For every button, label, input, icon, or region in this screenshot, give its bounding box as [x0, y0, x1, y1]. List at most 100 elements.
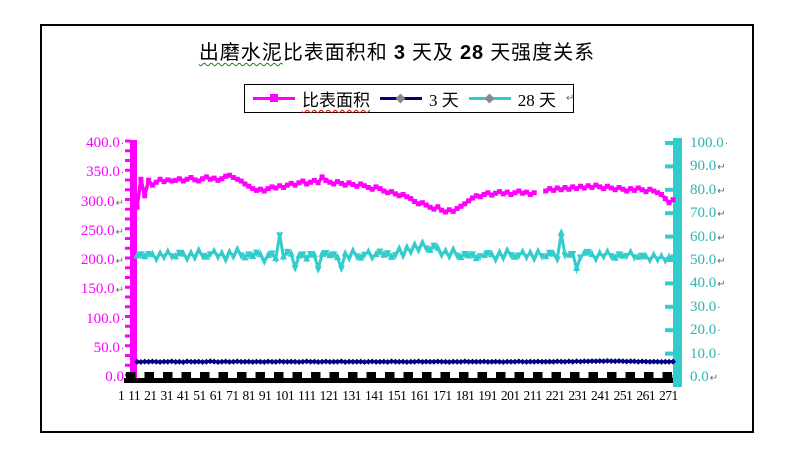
- paragraph-return-mark: ↵: [115, 226, 124, 238]
- right-axis-tick: [665, 304, 673, 309]
- x-axis-tick-tooth: [644, 372, 654, 378]
- right-axis-tick: [665, 211, 673, 216]
- x-tick-label: 131: [342, 388, 362, 403]
- x-axis-tick-tooth: [625, 372, 635, 378]
- x-axis-tick-tooth: [237, 372, 247, 378]
- x-axis-tick-tooth: [311, 372, 321, 378]
- series-markers-0: [134, 172, 676, 215]
- legend-label: 28 天: [517, 91, 556, 110]
- x-tick-label: 191: [478, 388, 497, 403]
- axis-tick-label: 300.0↵: [80, 193, 124, 210]
- x-axis-tick-tooth: [422, 372, 432, 378]
- x-axis-tick-tooth: [181, 372, 191, 378]
- left-axis-tick: [125, 237, 131, 240]
- x-axis-tick-tooth: [459, 372, 469, 378]
- legend-label: 3 天: [429, 91, 459, 110]
- x-tick-label: 161: [410, 388, 429, 403]
- left-axis-tick: [125, 159, 131, 162]
- x-axis-tick-tooth: [144, 372, 154, 378]
- x-axis-tick-tooth: [385, 372, 395, 378]
- x-tick-label: 91: [258, 388, 272, 403]
- x-tick-label: 71: [226, 388, 239, 403]
- left-axis-tick: [125, 354, 131, 357]
- x-axis-tick-tooth: [403, 372, 413, 378]
- axis-tick-label: 60.0↵: [690, 228, 726, 245]
- paragraph-return-mark: ↵: [717, 256, 726, 267]
- legend-label: 比表面积: [302, 91, 370, 110]
- left-axis-tick: [125, 295, 131, 299]
- chart-title-part: 比表面积和: [282, 42, 394, 64]
- x-tick-label: 221: [545, 388, 565, 403]
- right-axis-tick: [665, 281, 673, 286]
- right-axis-tick: [665, 328, 673, 333]
- left-axis-tick: [125, 246, 131, 250]
- axis-tick-label: 50.0↵: [690, 252, 726, 268]
- left-axis-tick: [125, 227, 131, 231]
- left-axis-tick: [125, 324, 131, 328]
- paragraph-return-mark: ·: [120, 168, 124, 180]
- left-axis-tick: [125, 217, 131, 221]
- left-axis-tick: [125, 198, 131, 201]
- right-axis-tick: [665, 187, 673, 192]
- x-axis-tick-tooth: [551, 372, 561, 378]
- paragraph-return-mark: ↵: [717, 279, 726, 291]
- x-axis-tick-tooth: [607, 372, 617, 378]
- paragraph-return-mark: ·: [717, 326, 721, 338]
- left-axis-tick: [125, 256, 131, 260]
- chart-title-part: 出磨水泥: [198, 42, 283, 64]
- chart-title: 出磨水泥比表面积和 3 天及 28 天强度关系: [40, 36, 754, 65]
- left-axis-tick: [125, 305, 131, 309]
- legend-item-day3: 3 天: [380, 86, 459, 111]
- x-axis-tick-tooth: [126, 372, 136, 378]
- x-axis-tick-tooth: [570, 372, 580, 378]
- right-axis-tick: [665, 141, 673, 145]
- paragraph-return-mark: ·: [717, 302, 721, 314]
- axis-tick-label: 250.0↵: [80, 222, 124, 239]
- axis-tick-label: 30.0·: [690, 298, 721, 315]
- axis-tick-label: 80.0↵: [690, 181, 726, 198]
- paragraph-return-mark: ·: [717, 349, 721, 361]
- square-marker-icon: [253, 94, 295, 103]
- x-axis-bar: [124, 378, 673, 383]
- left-axis-tick: [125, 285, 131, 289]
- x-axis-tick-tooth: [274, 372, 284, 378]
- axis-tick-label: 100.0·: [86, 310, 124, 327]
- x-tick-label: 271: [658, 388, 678, 403]
- x-axis-tick-tooth: [348, 372, 358, 378]
- right-axis-tick: [665, 234, 673, 239]
- x-tick-label: 241: [591, 388, 610, 403]
- left-axis-tick: [125, 363, 131, 367]
- diamond-marker-icon: [380, 93, 422, 104]
- paragraph-return-mark: ·: [724, 139, 728, 150]
- chart-title-part: 天及: [405, 42, 460, 64]
- paragraph-return-mark: ↵: [115, 197, 124, 209]
- x-tick-label: 211: [523, 388, 543, 403]
- paragraph-return-mark: ↵: [717, 232, 726, 244]
- axis-tick-label: 90.0↵: [690, 158, 726, 175]
- left-axis-tick: [125, 266, 131, 270]
- paragraph-return-mark: ·: [120, 314, 124, 326]
- x-axis-tick-tooth: [218, 372, 228, 378]
- x-tick-label: 41: [176, 388, 190, 403]
- series-markers-1: [134, 357, 676, 366]
- axis-tick-label: 10.0·: [690, 345, 721, 362]
- x-axis-tick-tooth: [496, 372, 506, 378]
- x-tick-label: 171: [432, 388, 452, 403]
- paragraph-return-mark: ↵: [717, 209, 726, 221]
- paragraph-return-mark: ·: [120, 343, 124, 355]
- chart-legend: 比表面积 3 天 28 天 ↵: [244, 84, 574, 113]
- x-axis-tick-tooth: [329, 372, 339, 378]
- x-tick-label: 101: [275, 388, 295, 403]
- left-axis-tick: [125, 149, 131, 153]
- diamond-marker-icon: [468, 93, 511, 104]
- axis-tick-label: 100.0·: [690, 135, 728, 151]
- x-axis-tick-tooth: [588, 372, 598, 378]
- axis-tick-label: 0.0↵: [690, 369, 719, 385]
- axis-tick-label: 200.0↵: [80, 252, 124, 268]
- x-axis-tick-tooth: [533, 372, 543, 378]
- right-value-axis-bar: [673, 138, 682, 387]
- left-axis-tick: [125, 207, 131, 211]
- x-axis-tick-tooth: [200, 372, 210, 378]
